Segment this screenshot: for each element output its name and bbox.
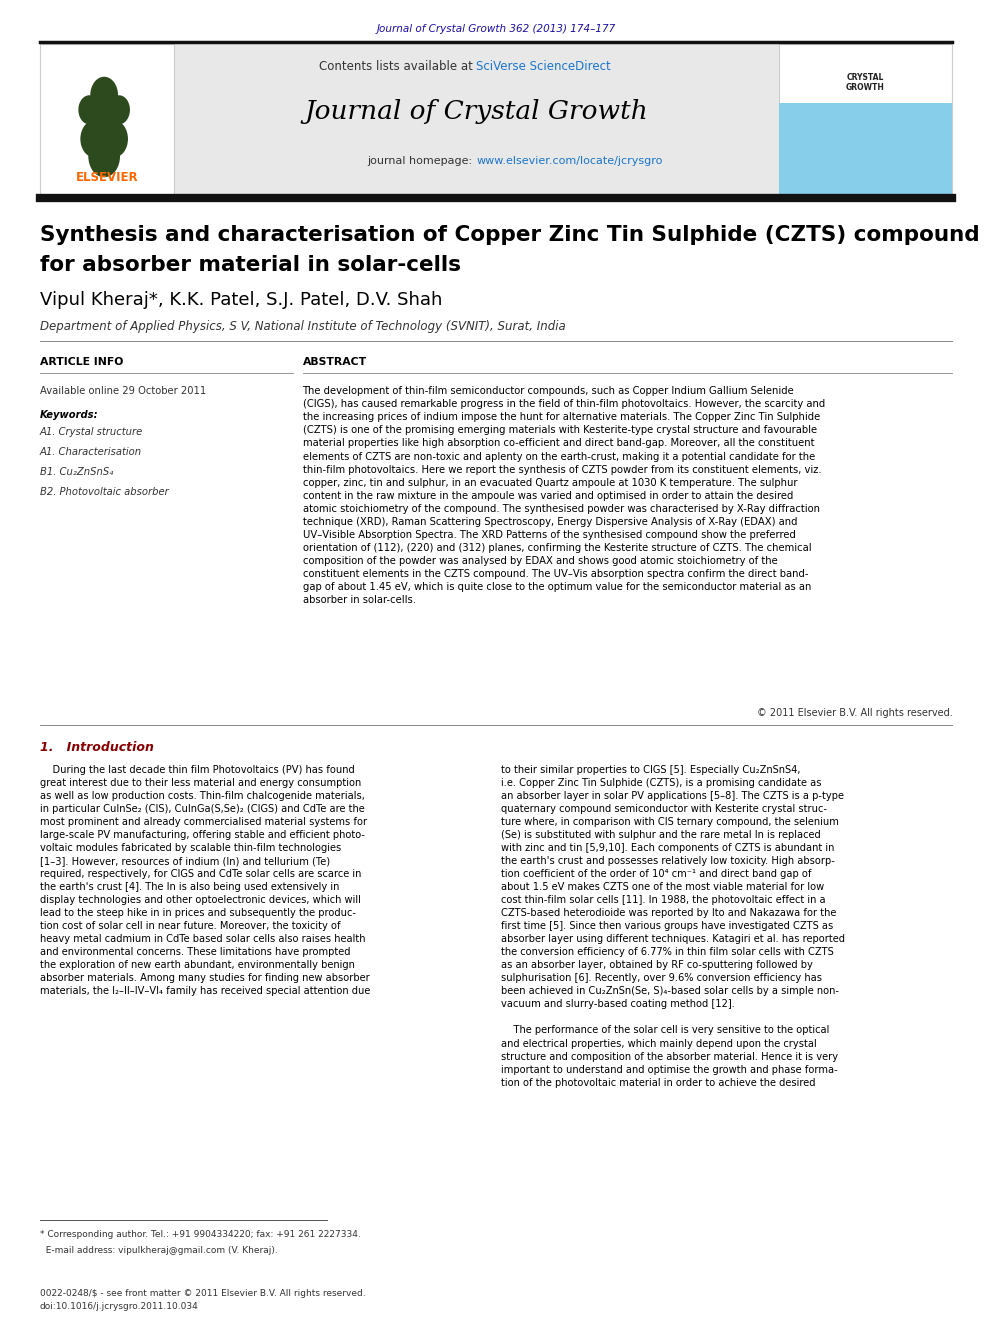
Text: doi:10.1016/j.jcrysgro.2011.10.034: doi:10.1016/j.jcrysgro.2011.10.034 xyxy=(40,1302,198,1311)
Text: Available online 29 October 2011: Available online 29 October 2011 xyxy=(40,386,206,397)
Text: A1. Crystal structure: A1. Crystal structure xyxy=(40,427,143,438)
Circle shape xyxy=(108,95,130,124)
Text: B1. Cu₂ZnSnS₄: B1. Cu₂ZnSnS₄ xyxy=(40,467,113,478)
Text: SciVerse ScienceDirect: SciVerse ScienceDirect xyxy=(476,60,611,73)
Text: ELSEVIER: ELSEVIER xyxy=(75,171,139,184)
Text: E-mail address: vipulkheraj@gmail.com (V. Kheraj).: E-mail address: vipulkheraj@gmail.com (V… xyxy=(40,1246,278,1256)
Circle shape xyxy=(100,120,128,157)
Text: Synthesis and characterisation of Copper Zinc Tin Sulphide (CZTS) compound: Synthesis and characterisation of Copper… xyxy=(40,225,979,245)
Circle shape xyxy=(90,77,118,114)
Text: ARTICLE INFO: ARTICLE INFO xyxy=(40,357,123,368)
Text: Department of Applied Physics, S V, National Institute of Technology (SVNIT), Su: Department of Applied Physics, S V, Nati… xyxy=(40,320,565,333)
Text: CRYSTAL
GROWTH: CRYSTAL GROWTH xyxy=(846,73,885,93)
Text: 1.   Introduction: 1. Introduction xyxy=(40,741,154,754)
Text: for absorber material in solar-cells: for absorber material in solar-cells xyxy=(40,255,460,275)
Text: Journal of Crystal Growth 362 (2013) 174–177: Journal of Crystal Growth 362 (2013) 174… xyxy=(376,24,616,34)
Text: During the last decade thin film Photovoltaics (PV) has found
great interest due: During the last decade thin film Photovo… xyxy=(40,765,370,996)
Circle shape xyxy=(89,103,119,143)
Text: journal homepage:: journal homepage: xyxy=(367,156,476,167)
Circle shape xyxy=(88,135,120,177)
Text: © 2011 Elsevier B.V. All rights reserved.: © 2011 Elsevier B.V. All rights reserved… xyxy=(757,708,952,718)
Text: B2. Photovoltaic absorber: B2. Photovoltaic absorber xyxy=(40,487,169,497)
Text: Vipul Kheraj*, K.K. Patel, S.J. Patel, D.V. Shah: Vipul Kheraj*, K.K. Patel, S.J. Patel, D… xyxy=(40,291,442,310)
Circle shape xyxy=(78,95,100,124)
Bar xyxy=(40,44,174,196)
Text: to their similar properties to CIGS [5]. Especially Cu₂ZnSnS4,
i.e. Copper Zinc : to their similar properties to CIGS [5].… xyxy=(501,765,845,1088)
Text: The development of thin-film semiconductor compounds, such as Copper Indium Gall: The development of thin-film semiconduct… xyxy=(303,386,824,605)
Bar xyxy=(779,44,952,196)
Text: ABSTRACT: ABSTRACT xyxy=(303,357,367,368)
Text: www.elsevier.com/locate/jcrysgro: www.elsevier.com/locate/jcrysgro xyxy=(476,156,663,167)
Text: Keywords:: Keywords: xyxy=(40,410,98,421)
Text: Journal of Crystal Growth: Journal of Crystal Growth xyxy=(305,99,648,124)
Text: * Corresponding author. Tel.: +91 9904334220; fax: +91 261 2227334.: * Corresponding author. Tel.: +91 990433… xyxy=(40,1230,360,1240)
Text: 0022-0248/$ - see front matter © 2011 Elsevier B.V. All rights reserved.: 0022-0248/$ - see front matter © 2011 El… xyxy=(40,1289,365,1298)
Bar xyxy=(779,103,952,196)
Circle shape xyxy=(80,120,108,157)
Text: A1. Characterisation: A1. Characterisation xyxy=(40,447,142,458)
Text: Contents lists available at: Contents lists available at xyxy=(318,60,476,73)
Bar xyxy=(174,44,779,196)
Bar xyxy=(94,135,114,172)
